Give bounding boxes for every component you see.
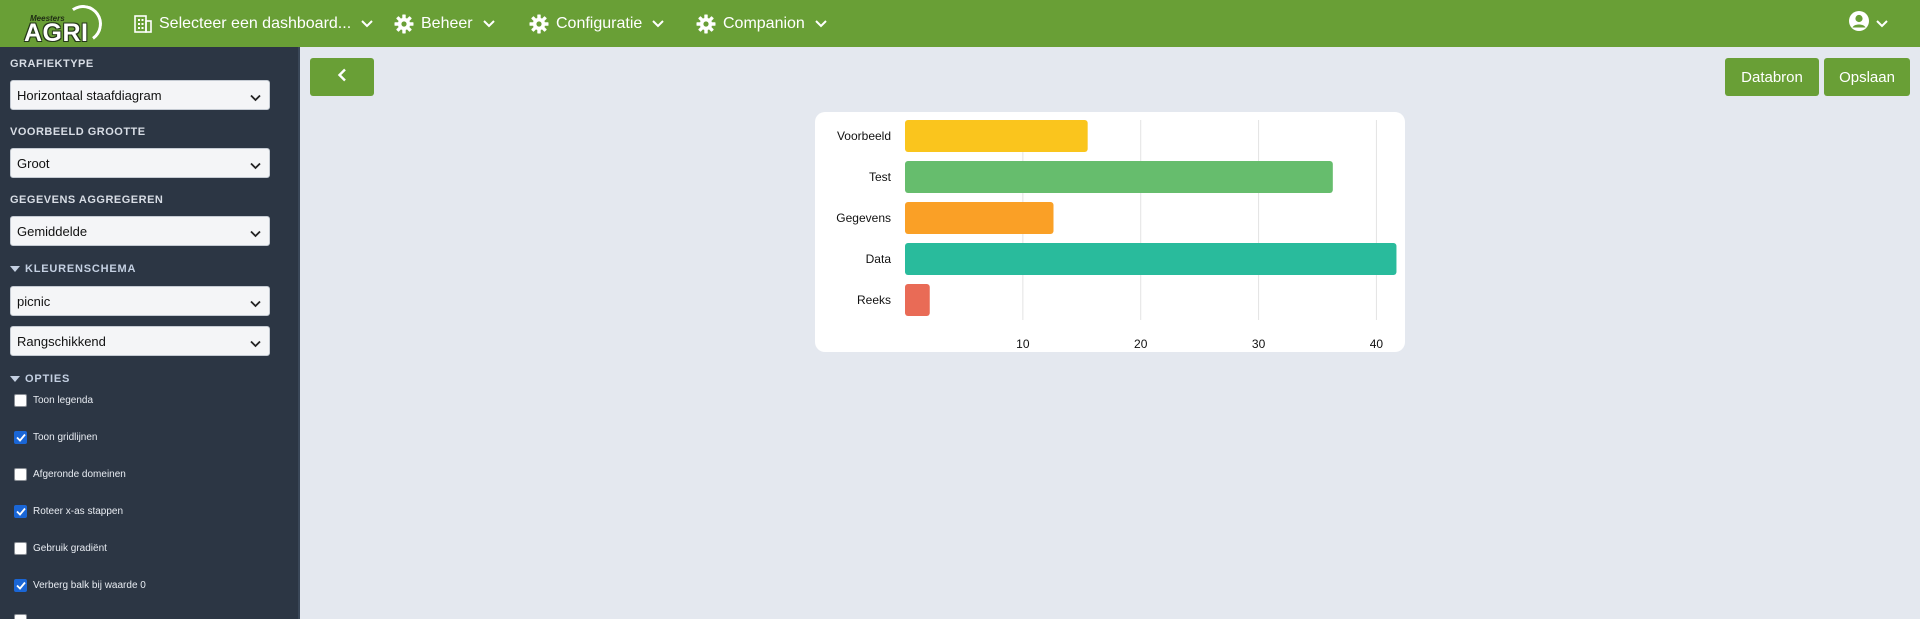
color-scheme-value: picnic: [17, 293, 51, 309]
aggregate-value: Gemiddelde: [17, 223, 88, 239]
preview-size-label: VOORBEELD GROOTTE: [10, 126, 146, 138]
nav-companion-label: Companion: [723, 14, 805, 32]
bar-reeks[interactable]: [905, 284, 930, 316]
option-rotate-x-ticks[interactable]: Roteer x-as stappen: [14, 505, 123, 518]
chart-preview-card: Voorbeeld Test Gegevens Data Reeks 10 20 30 40: [815, 112, 1405, 352]
preview-size-value: Groot: [17, 155, 50, 171]
color-order-select[interactable]: Rangschikkend: [10, 326, 270, 356]
option-rounded-domains-label: Afgeronde domeinen: [33, 469, 126, 480]
chevron-down-icon: [250, 90, 261, 105]
chevron-down-icon: [250, 296, 261, 311]
nav-beheer[interactable]: Beheer: [394, 0, 495, 47]
option-rounded-domains[interactable]: Afgeronde domeinen: [14, 468, 126, 481]
chart-settings-sidebar: GRAFIEKTYPE Horizontaal staafdiagram VOO…: [0, 47, 300, 619]
bar-gegevens[interactable]: [905, 202, 1054, 234]
option-use-gradient-label: Gebruik gradiënt: [33, 543, 107, 554]
back-button[interactable]: [310, 58, 374, 96]
bar-data[interactable]: [905, 243, 1397, 275]
meesters-agri-logo[interactable]: Meesters AGRI: [22, 1, 106, 47]
chart-type-value: Horizontaal staafdiagram: [17, 87, 162, 103]
nav-configuratie-label: Configuratie: [556, 14, 643, 32]
checkbox-rounded-domains[interactable]: [14, 468, 27, 481]
x-tick-label-0: 10: [1016, 337, 1030, 351]
nav-beheer-label: Beheer: [421, 14, 473, 32]
category-label-test: Test: [869, 170, 892, 184]
category-label-gegevens: Gegevens: [836, 211, 891, 225]
color-order-value: Rangschikkend: [17, 333, 106, 349]
x-tick-label-2: 30: [1252, 337, 1266, 351]
options-section-toggle[interactable]: OPTIES: [10, 373, 70, 385]
user-circle-icon: [1848, 10, 1870, 37]
chevron-left-icon: [337, 68, 347, 87]
building-icon: [134, 14, 152, 33]
nav-companion[interactable]: Companion: [696, 0, 827, 47]
option-use-gradient[interactable]: Gebruik gradiënt: [14, 542, 107, 555]
preview-size-select[interactable]: Groot: [10, 148, 270, 178]
aggregate-select[interactable]: Gemiddelde: [10, 216, 270, 246]
bar-test[interactable]: [905, 161, 1333, 193]
chevron-down-icon: [1876, 15, 1888, 33]
gear-icon: [696, 14, 716, 34]
option-hide-zero-bar-label: Verberg balk bij waarde 0: [33, 580, 146, 591]
options-section-label: OPTIES: [25, 373, 71, 385]
chevron-down-icon: [652, 19, 664, 28]
color-scheme-select[interactable]: picnic: [10, 286, 270, 316]
nav-select-dashboard-label: Selecteer een dashboard...: [159, 14, 352, 32]
chevron-down-icon: [361, 19, 373, 28]
category-label-voorbeeld: Voorbeeld: [837, 129, 891, 143]
checkbox-show-legend[interactable]: [14, 394, 27, 407]
option-show-legend[interactable]: Toon legenda: [14, 394, 93, 407]
chart-type-label: GRAFIEKTYPE: [10, 58, 94, 70]
aggregate-label: GEGEVENS AGGREGEREN: [10, 194, 164, 206]
checkbox-hide-zero-bar[interactable]: [14, 579, 27, 592]
color-scheme-section-toggle[interactable]: KLEURENSCHEMA: [10, 263, 136, 275]
nav-select-dashboard[interactable]: Selecteer een dashboard...: [134, 0, 373, 47]
gear-icon: [529, 14, 549, 34]
checkbox-use-gradient[interactable]: [14, 542, 27, 555]
caret-down-icon: [10, 376, 20, 382]
option-hide-zero-bar[interactable]: Verberg balk bij waarde 0: [14, 579, 146, 592]
caret-down-icon: [10, 266, 20, 272]
gear-icon: [394, 14, 414, 34]
logo-small-text: Meesters: [30, 14, 65, 23]
top-navigation-bar: Meesters AGRI Selecteer een dashboard...…: [0, 0, 1920, 47]
option-rotate-x-ticks-label: Roteer x-as stappen: [33, 506, 124, 517]
opslaan-button[interactable]: Opslaan: [1824, 58, 1910, 96]
nav-configuratie[interactable]: Configuratie: [529, 0, 664, 47]
bar-voorbeeld[interactable]: [905, 120, 1088, 152]
color-scheme-section-label: KLEURENSCHEMA: [25, 263, 137, 275]
chevron-down-icon: [250, 226, 261, 241]
x-tick-label-1: 20: [1134, 337, 1148, 351]
option-show-legend-label: Toon legenda: [33, 395, 94, 406]
checkbox-partial-next[interactable]: [14, 614, 27, 619]
user-menu[interactable]: [1848, 0, 1888, 47]
option-partial-next[interactable]: [14, 614, 33, 619]
chevron-down-icon: [250, 336, 261, 351]
category-label-reeks: Reeks: [857, 293, 891, 307]
x-tick-label-3: 40: [1370, 337, 1384, 351]
chevron-down-icon: [482, 19, 495, 28]
checkbox-rotate-x-ticks[interactable]: [14, 505, 27, 518]
category-label-data: Data: [866, 252, 892, 266]
databron-button[interactable]: Databron: [1725, 58, 1819, 96]
chart-type-select[interactable]: Horizontaal staafdiagram: [10, 80, 270, 110]
horizontal-bar-chart: Voorbeeld Test Gegevens Data Reeks 10 20 30 40: [836, 120, 1397, 351]
chevron-down-icon: [250, 158, 261, 173]
chevron-down-icon: [815, 19, 827, 28]
checkbox-show-gridlines[interactable]: [14, 431, 27, 444]
logo-main-text: AGRI: [24, 19, 89, 47]
option-show-gridlines-label: Toon gridlijnen: [33, 432, 98, 443]
option-show-gridlines[interactable]: Toon gridlijnen: [14, 431, 98, 444]
